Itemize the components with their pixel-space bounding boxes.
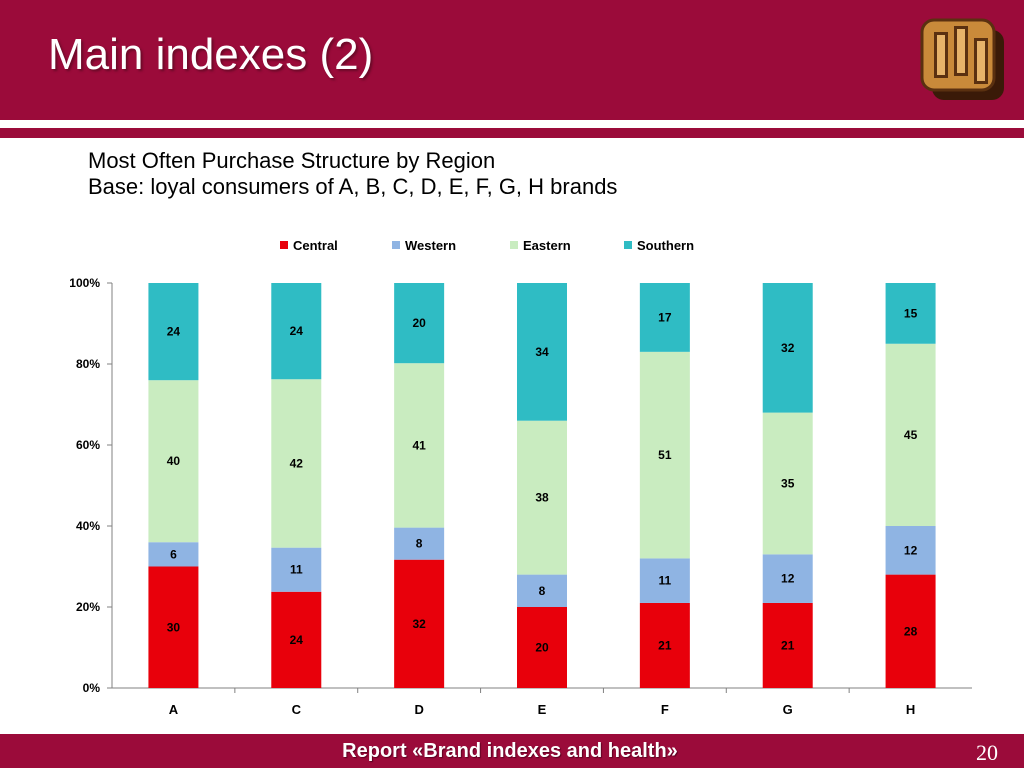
company-logo-icon bbox=[920, 18, 1004, 100]
bar-segment-western bbox=[394, 527, 445, 560]
x-category-label: C bbox=[292, 702, 302, 717]
data-label-southern: 15 bbox=[904, 306, 918, 320]
legend-label-central: Central bbox=[293, 238, 338, 253]
bar-segment-central bbox=[271, 591, 322, 688]
footer-bar: Report «Brand indexes and health» 20 bbox=[0, 734, 1024, 768]
bar-segment-central bbox=[517, 607, 567, 688]
legend-label-western: Western bbox=[405, 238, 456, 253]
bar-segment-southern bbox=[271, 283, 322, 380]
bar-segment-western bbox=[517, 574, 567, 607]
bar-segment-eastern bbox=[762, 412, 813, 555]
x-category-label: G bbox=[783, 702, 793, 717]
data-label-western: 8 bbox=[539, 584, 546, 598]
bar-segment-eastern bbox=[517, 420, 567, 575]
stacked-bar-chart: 0% 20% 40% 60% 80% 100% 30 6 40 24 A 24 11 42 24 C 32 8 41… bbox=[69, 238, 972, 717]
data-label-southern: 32 bbox=[781, 341, 795, 355]
legend-swatch-southern bbox=[624, 241, 632, 249]
bar-segment-western bbox=[148, 542, 199, 567]
data-label-western: 8 bbox=[416, 537, 423, 551]
legend-swatch-western bbox=[392, 241, 400, 249]
x-category-label: D bbox=[414, 702, 423, 717]
data-label-southern: 20 bbox=[412, 316, 426, 330]
data-label-central: 24 bbox=[290, 633, 304, 647]
y-tick-label: 40% bbox=[76, 519, 100, 533]
data-label-central: 20 bbox=[535, 641, 549, 655]
legend-label-southern: Southern bbox=[637, 238, 694, 253]
data-label-central: 21 bbox=[781, 638, 795, 652]
bar-segment-eastern bbox=[885, 343, 936, 526]
data-label-eastern: 45 bbox=[904, 428, 918, 442]
bar-segment-central bbox=[148, 566, 199, 688]
bar-segment-central bbox=[762, 602, 813, 688]
y-tick-label: 0% bbox=[83, 681, 101, 695]
bar-segment-eastern bbox=[639, 351, 690, 559]
data-label-western: 12 bbox=[904, 543, 918, 557]
legend-label-eastern: Eastern bbox=[523, 238, 571, 253]
bar-segment-southern bbox=[148, 283, 199, 381]
data-label-eastern: 35 bbox=[781, 476, 795, 490]
bar-segment-central bbox=[885, 574, 936, 688]
bar-segment-western bbox=[271, 547, 322, 592]
bar-segment-southern bbox=[762, 283, 813, 413]
y-tick-label: 80% bbox=[76, 357, 100, 371]
page-number: 20 bbox=[976, 740, 998, 765]
bar-segment-eastern bbox=[148, 380, 199, 543]
subtitle-line-1: Most Often Purchase Structure by Region bbox=[88, 148, 496, 173]
data-label-western: 6 bbox=[170, 547, 177, 561]
bar-segment-southern bbox=[885, 283, 936, 344]
data-label-eastern: 38 bbox=[535, 491, 549, 505]
x-category-label: E bbox=[538, 702, 547, 717]
data-label-southern: 34 bbox=[535, 345, 549, 359]
data-label-central: 32 bbox=[412, 617, 426, 631]
legend-swatch-central bbox=[280, 241, 288, 249]
data-label-central: 21 bbox=[658, 638, 672, 652]
bar-segment-eastern bbox=[271, 379, 322, 548]
page-title: Main indexes (2) bbox=[48, 30, 374, 79]
footer-text: Report «Brand indexes and health» bbox=[342, 740, 678, 762]
bar-segment-southern bbox=[639, 283, 690, 352]
data-label-southern: 24 bbox=[167, 325, 181, 339]
bar-segment-central bbox=[639, 602, 690, 688]
bar-segment-eastern bbox=[394, 363, 445, 528]
bar-segment-southern bbox=[517, 283, 567, 421]
y-tick-label: 100% bbox=[69, 276, 100, 290]
data-label-western: 12 bbox=[781, 572, 795, 586]
data-label-eastern: 42 bbox=[290, 456, 304, 470]
data-label-central: 28 bbox=[904, 624, 918, 638]
data-label-southern: 24 bbox=[290, 324, 304, 338]
data-label-central: 30 bbox=[167, 620, 181, 634]
bar-segment-western bbox=[639, 558, 690, 603]
legend-swatch-eastern bbox=[510, 241, 518, 249]
x-category-label: H bbox=[906, 702, 915, 717]
header-bar: Main indexes (2) bbox=[0, 0, 1024, 120]
x-category-label: A bbox=[169, 702, 179, 717]
x-category-label: F bbox=[661, 702, 669, 717]
subtitle-line-2: Base: loyal consumers of A, B, C, D, E, … bbox=[88, 174, 618, 199]
header-stripe bbox=[0, 128, 1024, 138]
data-label-western: 11 bbox=[290, 563, 303, 577]
data-label-eastern: 41 bbox=[412, 438, 426, 452]
bar-segment-western bbox=[762, 554, 813, 603]
bar-segment-western bbox=[885, 526, 936, 575]
data-label-eastern: 51 bbox=[658, 448, 672, 462]
bar-segment-central bbox=[394, 559, 445, 688]
data-label-eastern: 40 bbox=[167, 454, 181, 468]
y-tick-label: 60% bbox=[76, 438, 100, 452]
y-tick-label: 20% bbox=[76, 600, 100, 614]
chart-subtitle: Most Often Purchase Structure by Region … bbox=[88, 148, 617, 200]
data-label-southern: 17 bbox=[658, 310, 672, 324]
bar-segment-southern bbox=[394, 283, 445, 364]
data-label-western: 11 bbox=[659, 574, 672, 588]
